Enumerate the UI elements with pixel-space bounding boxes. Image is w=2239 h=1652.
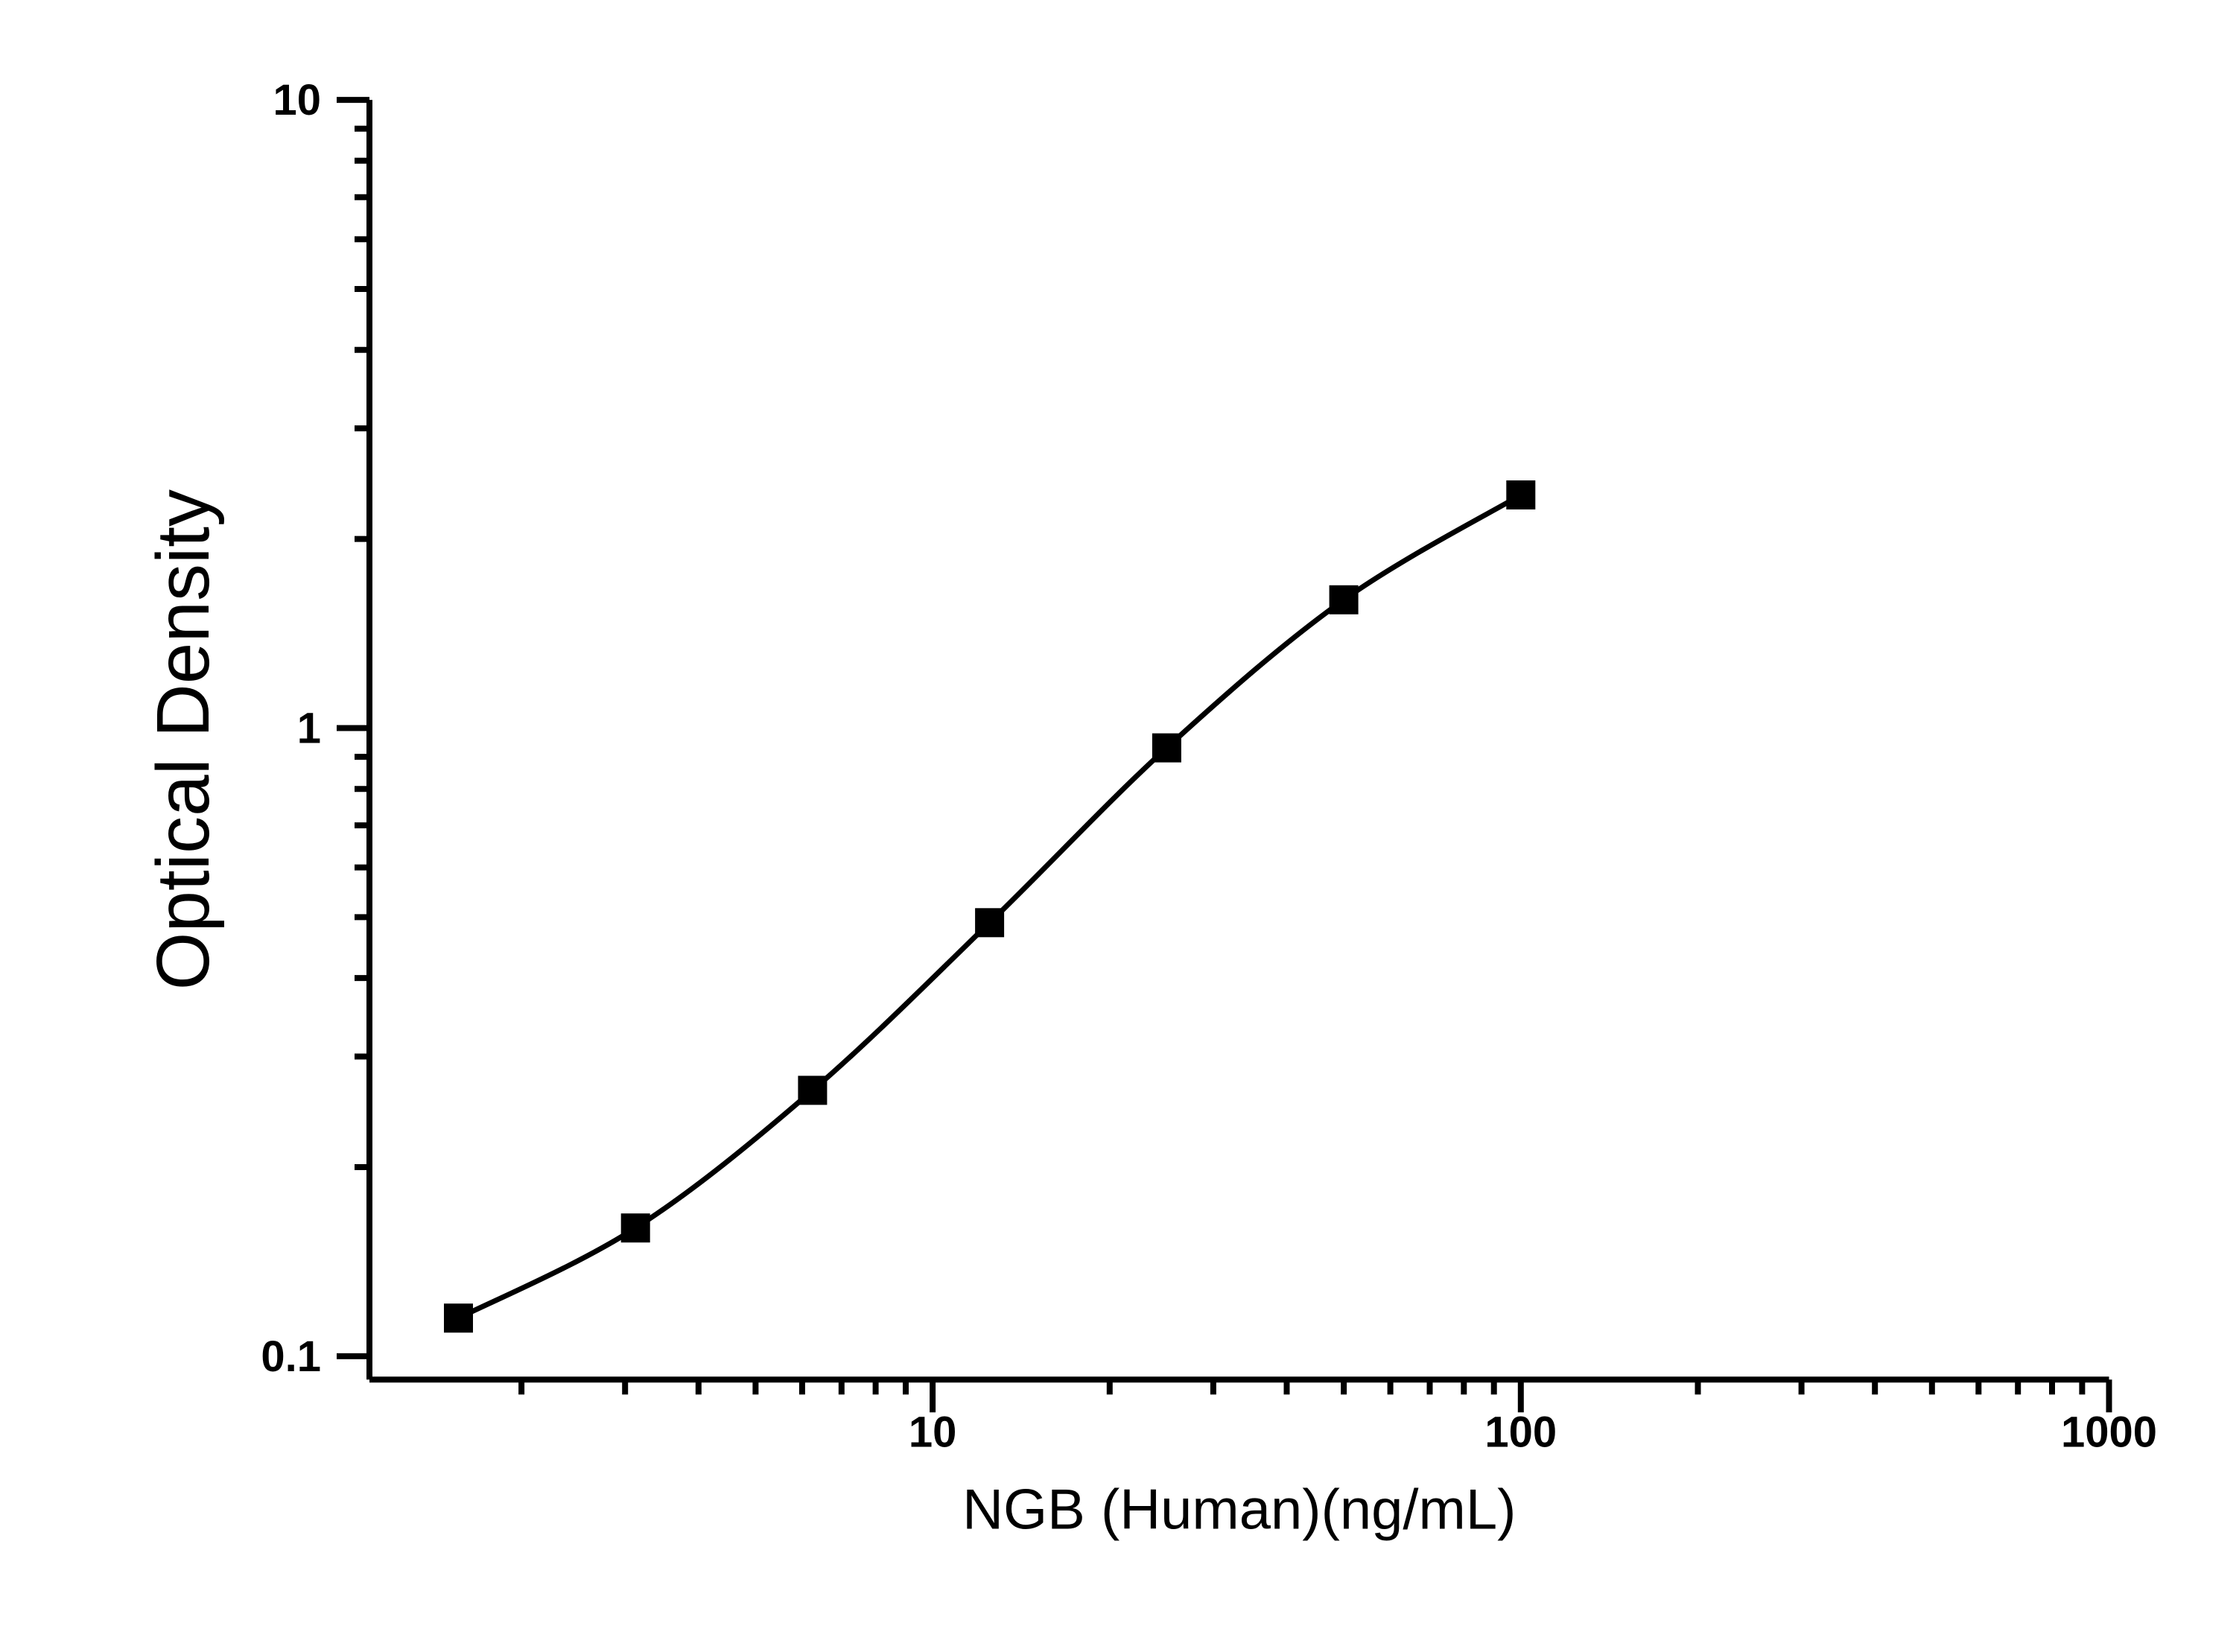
svg-text:0.1: 0.1 [261,1332,321,1381]
svg-text:1: 1 [297,705,321,753]
svg-text:NGB (Human)(ng/mL): NGB (Human)(ng/mL) [962,1478,1516,1541]
svg-text:100: 100 [1484,1408,1557,1456]
svg-text:1000: 1000 [2061,1408,2157,1456]
svg-text:10: 10 [273,76,321,124]
svg-text:10: 10 [909,1408,957,1456]
svg-text:Optical Density: Optical Density [142,489,225,990]
